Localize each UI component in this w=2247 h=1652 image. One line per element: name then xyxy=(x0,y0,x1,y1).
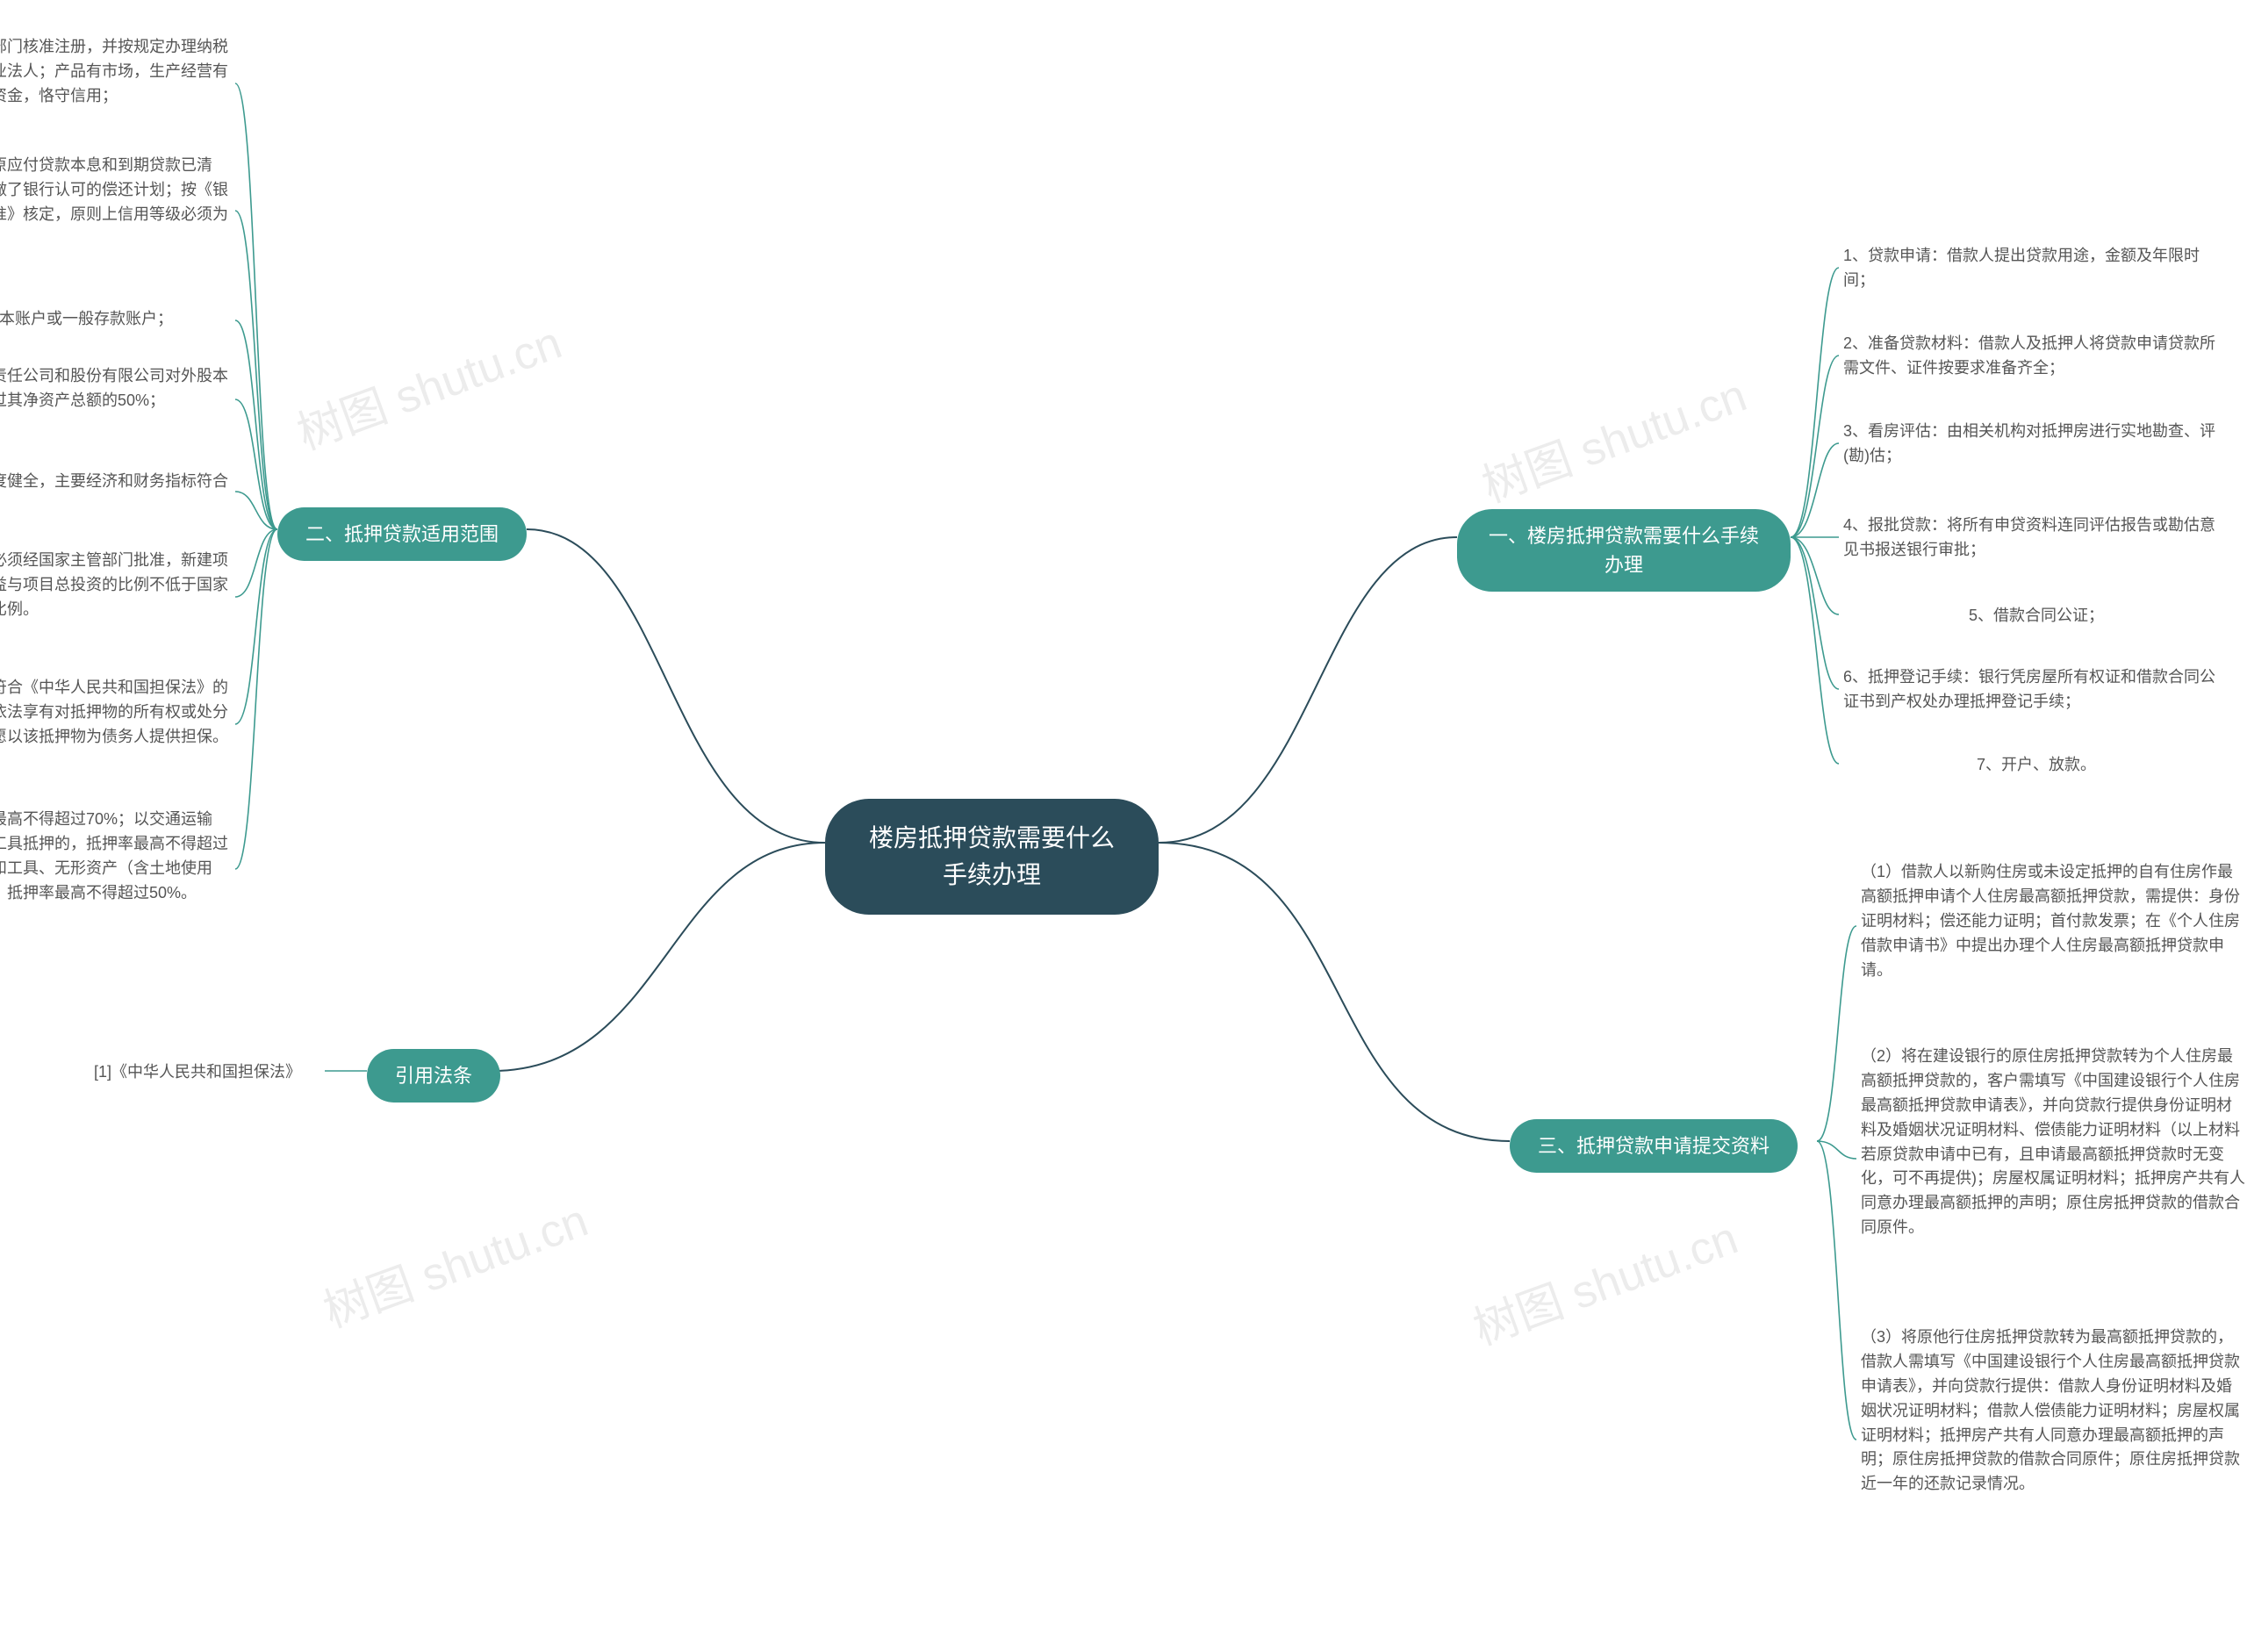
branch3-leaf-0: （1）借款人以新购住房或未设定抵押的自有住房作最高额抵押申请个人住房最高额抵押贷… xyxy=(1861,860,2247,982)
branch1-leaf-3: 4、报批贷款：将所有申贷资料连同评估报告或勘估意见书报送银行审批； xyxy=(1843,514,2229,563)
branch-2: 二、抵押贷款适用范围 xyxy=(277,507,527,561)
branch4-leaf-0: [1]《中华人民共和国担保法》 xyxy=(75,1060,320,1085)
branch2-leaf-6: 作为抵押物的财产必须符合《中华人民共和国担保法》的有关规定，抵押人必须依法享有对… xyxy=(0,676,228,750)
branch1-leaf-5: 6、抵押登记手续：银行凭房屋所有权证和借款合同公证书到产权处办理抵押登记手续； xyxy=(1843,665,2229,715)
branch1-leaf-6: 7、开户、放款。 xyxy=(1843,753,2229,778)
branch1-leaf-1: 2、准备贷款材料：借款人及抵押人将贷款申请贷款所需文件、证件按要求准备齐全； xyxy=(1843,332,2229,381)
branch-1: 一、楼房抵押贷款需要什么手续办理 xyxy=(1457,509,1791,592)
watermark: 树图 shutu.cn xyxy=(287,305,570,462)
root-node: 楼房抵押贷款需要什么手续办理 xyxy=(825,799,1159,915)
branch2-leaf-2: 已在银行开立基本账户或一般存款账户； xyxy=(0,307,228,332)
branch2-leaf-4: 借款人的经营和财务制度健全，主要经济和财务指标符合银行的要求； xyxy=(0,470,228,519)
branch2-leaf-7: 以房产抵押的，抵押率最高不得超过70%；以交通运输工具、通用机器设备和工具抵押的… xyxy=(0,808,228,906)
branch1-leaf-0: 1、贷款申请：借款人提出贷款用途，金额及年限时间； xyxy=(1843,244,2229,293)
branch1-leaf-4: 5、借款合同公证； xyxy=(1843,604,2229,628)
branch2-leaf-3: 除国务院规定外，有限责任公司和股份有限公司对外股本权益性投资累计额未超过其净资产… xyxy=(0,364,228,413)
branch2-leaf-0: 必须是经工商行政管理部门核准注册，并按规定办理纳税登记和年检手续的企事业法人；产… xyxy=(0,35,228,109)
branch1-leaf-2: 3、看房评估：由相关机构对抵押房进行实地勘查、评(勘)估； xyxy=(1843,420,2229,469)
branch2-leaf-1: 有按期还本付息能力，原应付贷款本息和到期贷款已清偿；没有清偿的，已经做了银行认可… xyxy=(0,154,228,252)
watermark: 树图 shutu.cn xyxy=(1463,1201,1746,1357)
watermark: 树图 shutu.cn xyxy=(313,1183,596,1340)
branch3-leaf-2: （3）将原他行住房抵押贷款转为最高额抵押贷款的，借款人需填写《中国建设银行个人住… xyxy=(1861,1325,2247,1497)
branch-4: 引用法条 xyxy=(367,1049,500,1103)
branch-3: 三、抵押贷款申请提交资料 xyxy=(1510,1119,1798,1173)
branch3-leaf-1: （2）将在建设银行的原住房抵押贷款转为个人住房最高额抵押贷款的，客户需填写《中国… xyxy=(1861,1045,2247,1240)
branch2-leaf-5: 申请中长期贷款的项目必须经国家主管部门批准，新建项目的企业法人所有者权益与项目总… xyxy=(0,549,228,622)
watermark: 树图 shutu.cn xyxy=(1472,358,1755,514)
